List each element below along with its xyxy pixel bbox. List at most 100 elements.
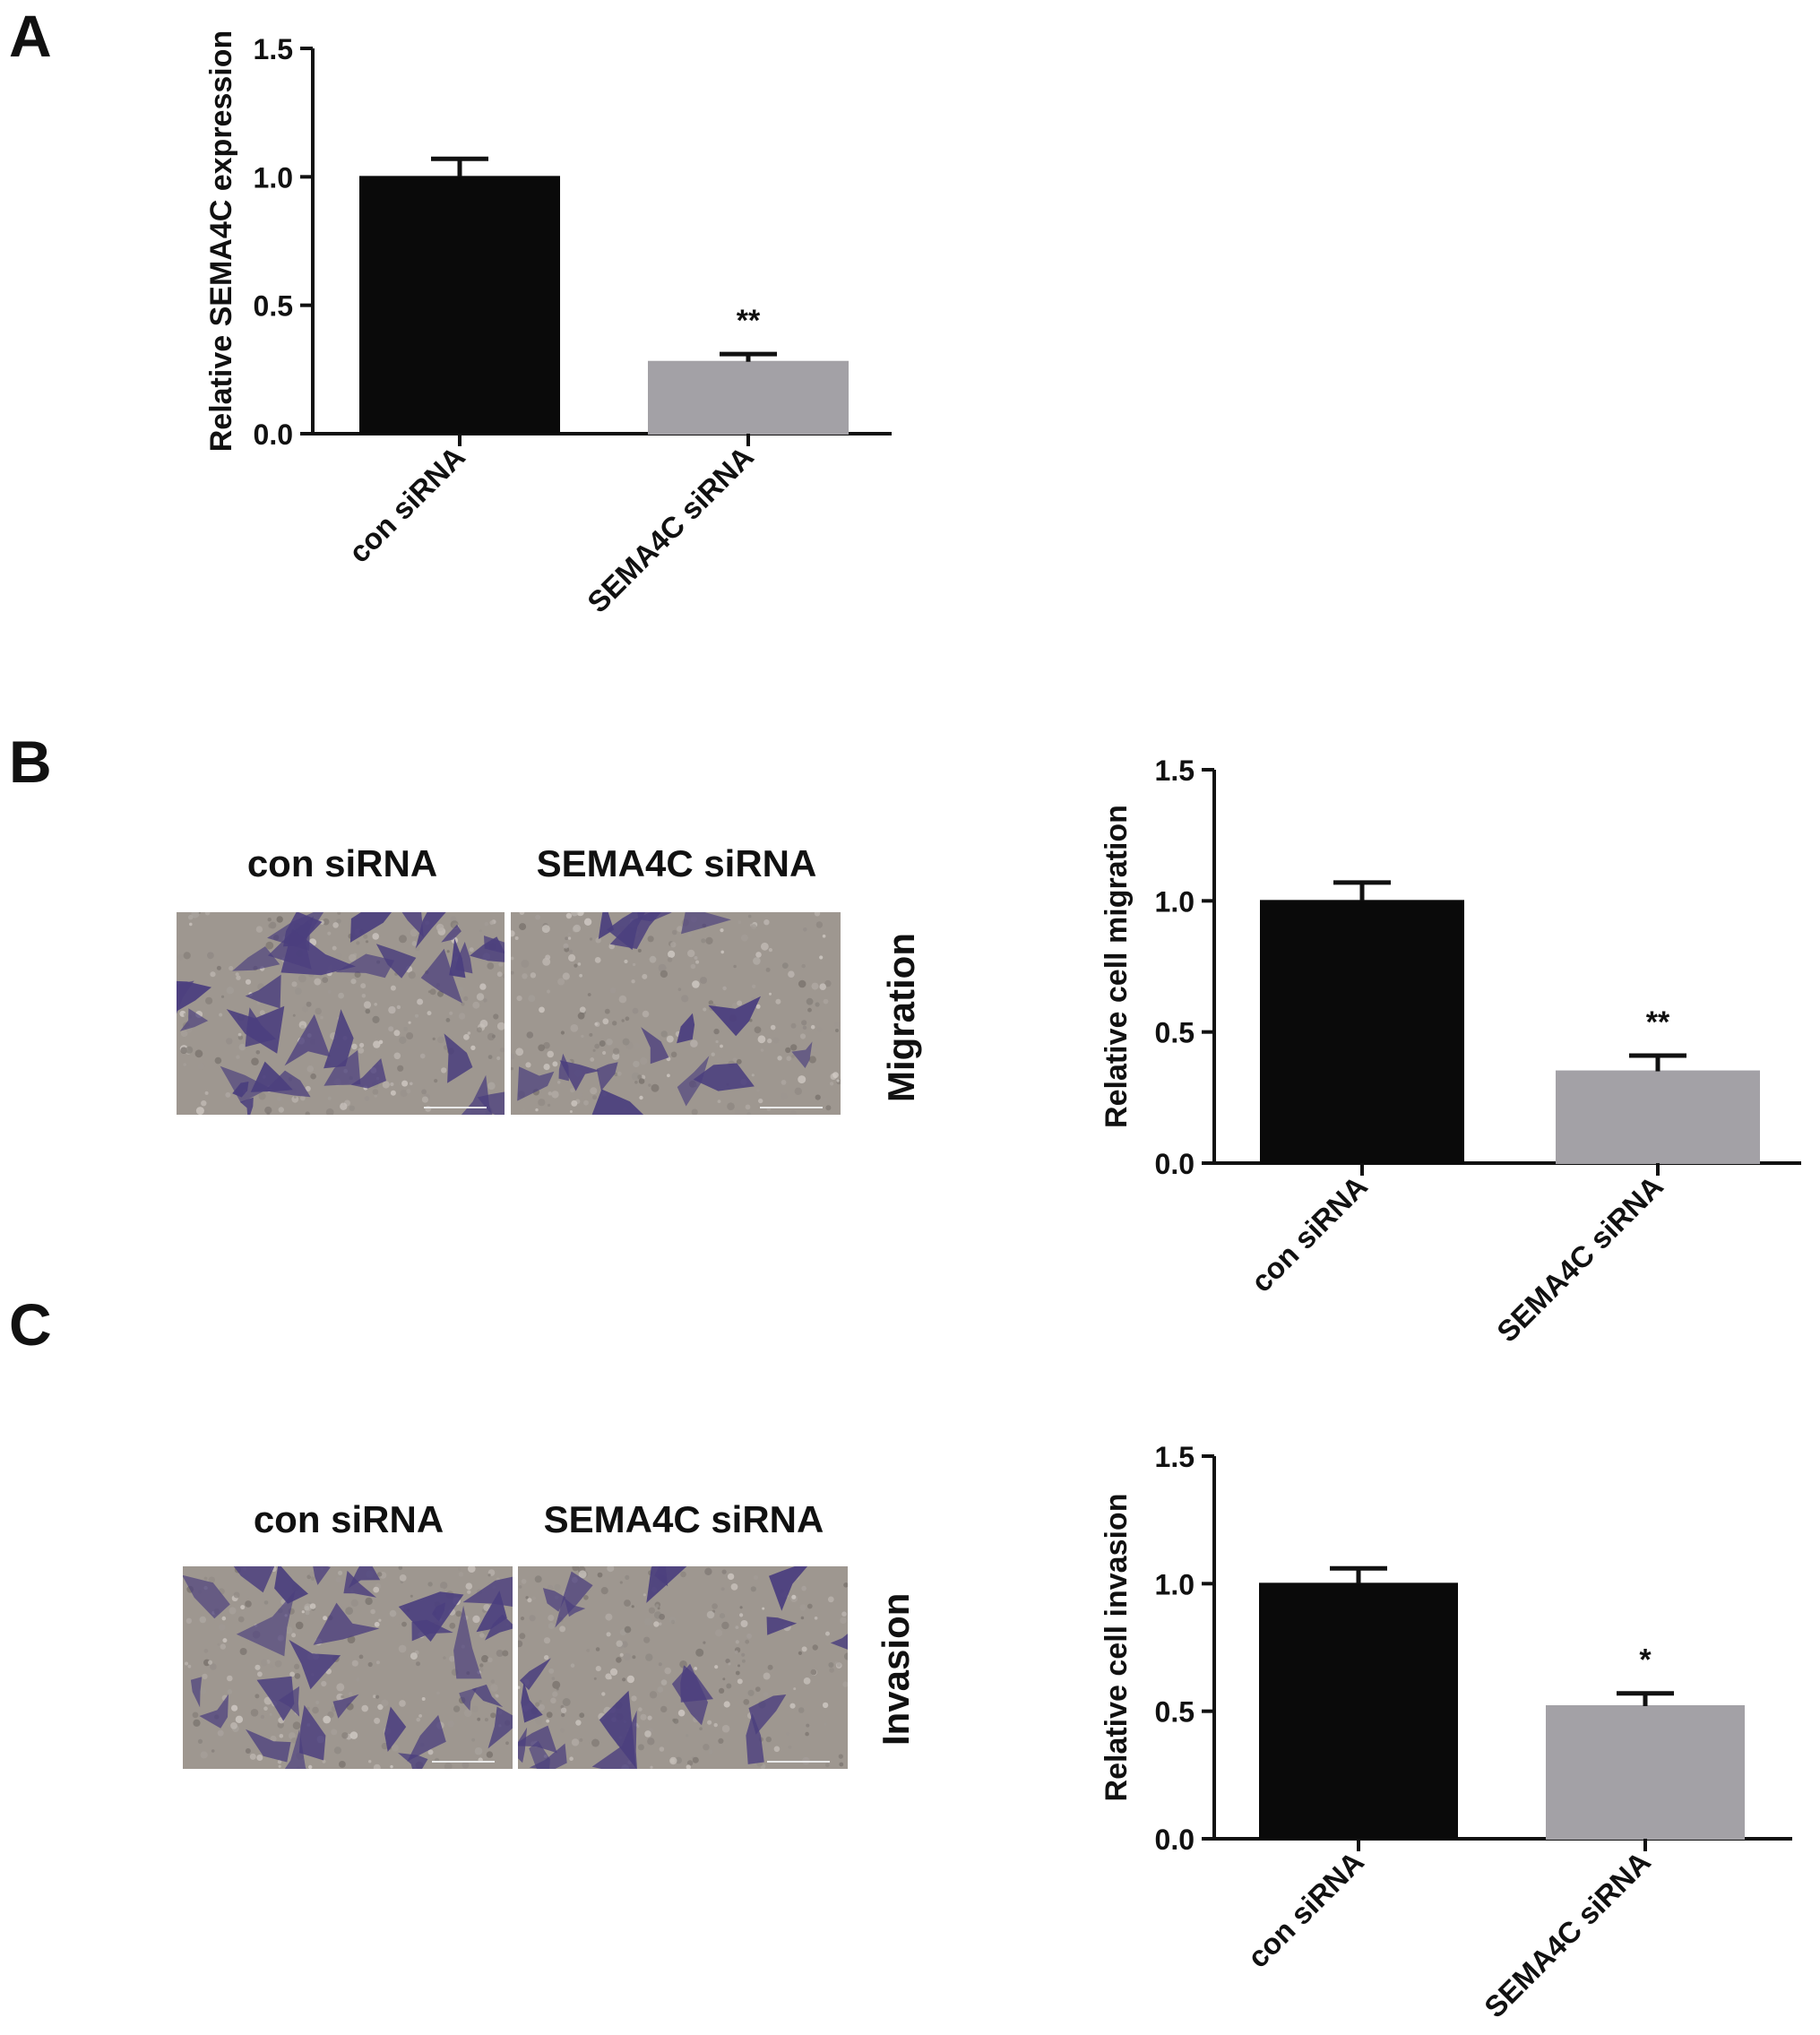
membrane-pore [463,996,469,1001]
membrane-pore [735,1625,739,1629]
membrane-pore [687,933,693,937]
membrane-pore [626,1675,634,1684]
membrane-pore [479,1019,488,1028]
membrane-pore [579,1712,585,1719]
stained-cell [599,1690,636,1769]
membrane-pore [461,1002,465,1006]
membrane-pore [535,914,541,920]
membrane-pore [834,1022,841,1028]
membrane-pore [298,974,306,983]
membrane-pore [839,1762,844,1767]
membrane-pore [237,1035,244,1040]
stained-cell [232,946,280,971]
stained-cell [654,1566,668,1587]
stained-cell [274,1566,308,1604]
membrane-pore [180,1047,187,1054]
membrane-pore [269,1712,272,1716]
membrane-pore [278,1764,281,1768]
membrane-pore [519,923,527,931]
membrane-pore [511,956,514,961]
membrane-pore [686,1764,691,1769]
membrane-pore [788,970,795,978]
membrane-pore [511,1066,513,1071]
membrane-pore [197,1738,203,1744]
membrane-pore [210,971,216,978]
membrane-pore [518,1640,523,1648]
membrane-pore [502,1650,509,1657]
membrane-pore [815,1002,820,1007]
significance-label: * [1639,1643,1652,1677]
membrane-pore [670,1051,677,1058]
membrane-pore [637,948,642,953]
membrane-pore [276,1096,282,1102]
membrane-pore [798,979,806,988]
membrane-pore [726,1683,732,1689]
membrane-pore [483,998,487,1003]
membrane-pore [491,1034,496,1039]
membrane-pore [289,1671,295,1677]
membrane-pore [815,921,824,928]
stained-cell [517,1066,555,1101]
membrane-pore [360,983,367,989]
invasion-sema-label: SEMA4C siRNA [543,1498,824,1540]
membrane-pore [468,1566,476,1573]
membrane-pore [823,998,829,1005]
membrane-pore [177,953,184,961]
membrane-pore [502,973,505,979]
membrane-pore [767,1664,773,1670]
membrane-pore [321,1680,327,1687]
membrane-pore [579,973,582,978]
membrane-pore [668,1617,677,1624]
membrane-pore [236,1055,240,1059]
membrane-pore [183,1013,187,1017]
membrane-pore [518,1686,521,1689]
membrane-pore [225,1091,231,1098]
stained-cell [677,1013,695,1044]
membrane-pore [835,1029,839,1032]
membrane-pore [221,1616,227,1621]
membrane-pore [647,1715,652,1720]
membrane-pore [633,1060,640,1068]
membrane-pore [439,1588,444,1593]
membrane-pore [399,935,407,944]
membrane-pore [799,1604,806,1611]
membrane-pore [390,985,396,991]
membrane-pore [659,1613,665,1620]
membrane-pore [752,984,756,988]
membrane-pore [364,1096,370,1101]
membrane-pore [594,1022,598,1026]
membrane-pore [267,918,272,922]
membrane-pore [235,1715,244,1723]
membrane-pore [836,1079,840,1082]
membrane-pore [571,1738,580,1746]
stained-cell [591,1089,644,1115]
membrane-pore [602,1050,607,1056]
membrane-pore [786,1056,791,1061]
stained-cell [746,1712,764,1764]
membrane-pore [643,1636,651,1643]
membrane-pore [375,1660,380,1665]
membrane-pore [235,972,239,977]
membrane-pore [543,1041,550,1049]
membrane-pore [791,1055,795,1058]
membrane-pore [824,979,832,987]
migration-sema-micrograph [511,912,841,1115]
membrane-pore [691,1108,698,1115]
membrane-pore [609,1668,618,1676]
membrane-pore [361,994,367,998]
membrane-pore [496,971,503,978]
membrane-pore [720,1587,725,1591]
stained-cell [766,1617,798,1635]
membrane-pore [245,979,252,985]
stained-cell [289,1639,341,1690]
membrane-pore [254,1694,260,1699]
membrane-pore [472,1615,480,1624]
membrane-pore [567,932,571,936]
membrane-pore [745,1639,750,1644]
membrane-pore [740,1620,748,1627]
membrane-pore [658,1662,662,1667]
membrane-pore [310,1073,316,1080]
membrane-pore [648,1607,655,1614]
membrane-pore [368,1760,372,1763]
membrane-pore [519,912,525,915]
